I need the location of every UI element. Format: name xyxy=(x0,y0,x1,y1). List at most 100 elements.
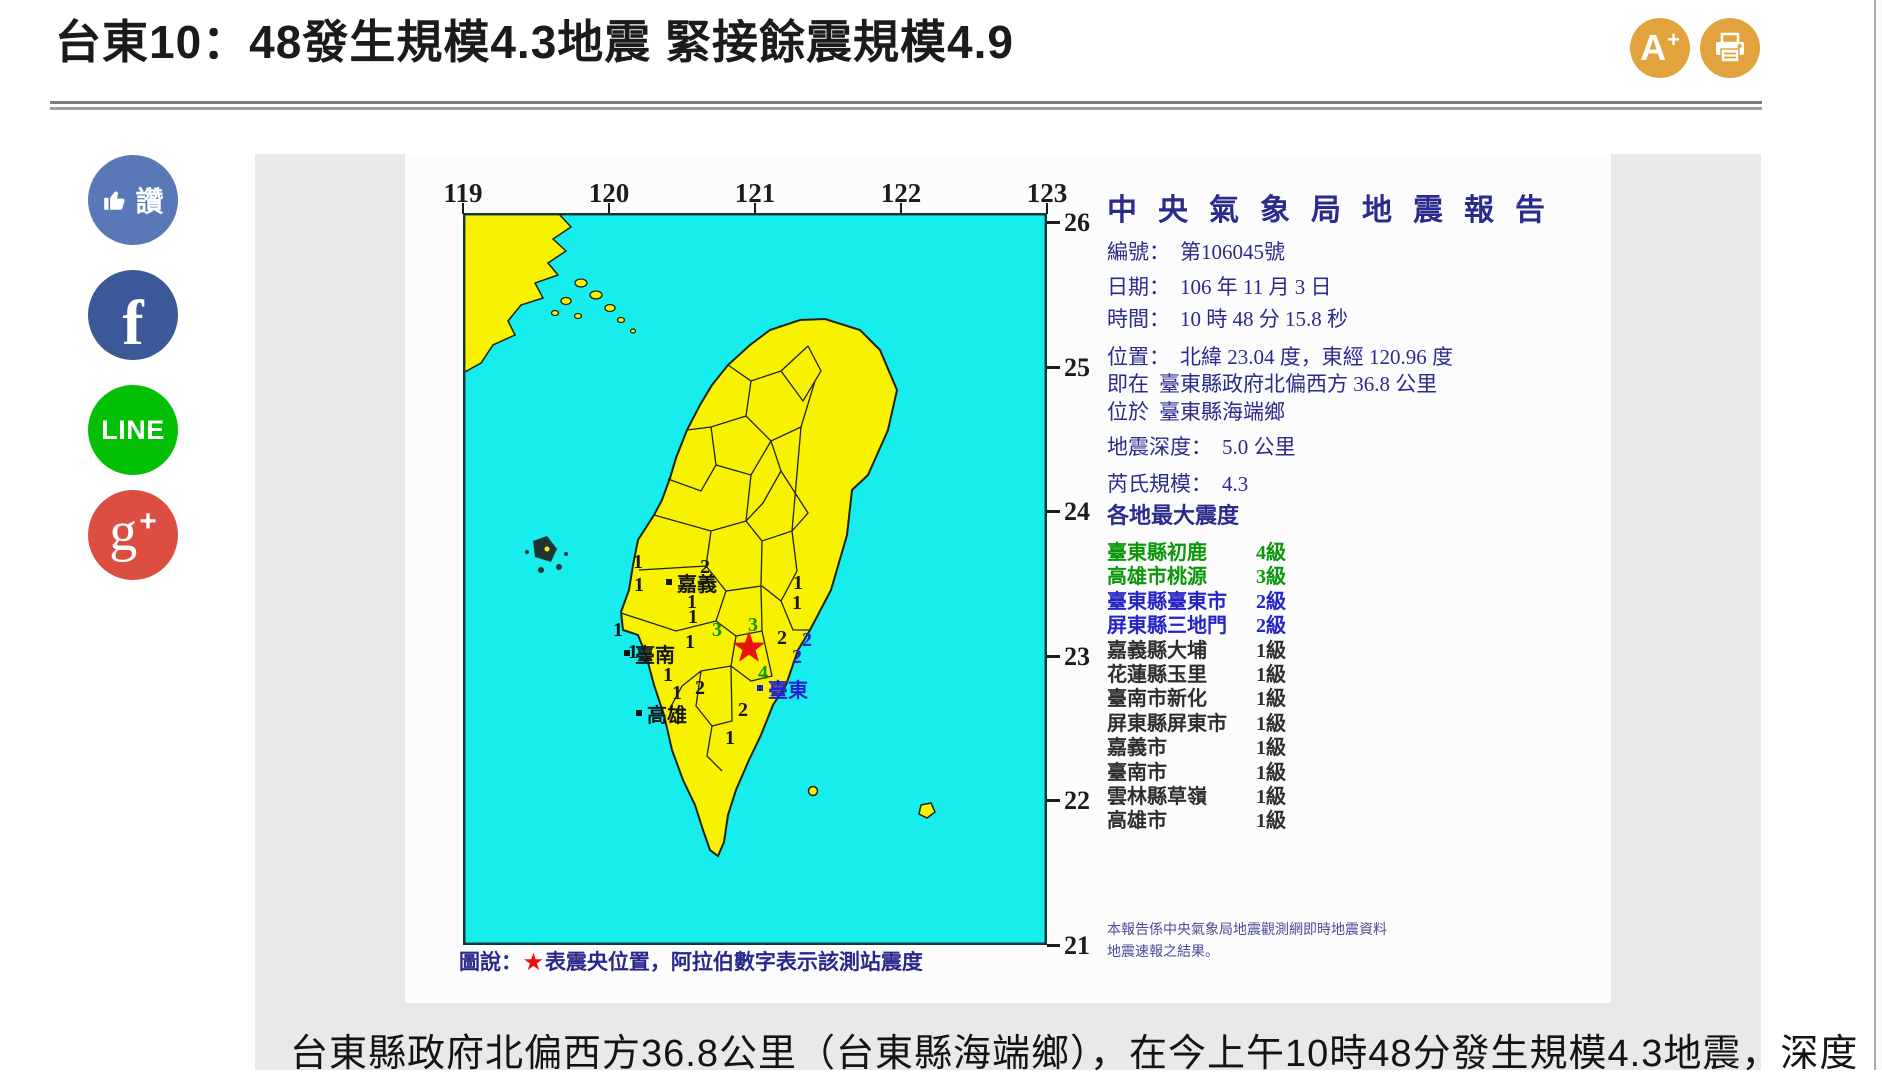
intensity-row: 嘉義縣大埔 1級 xyxy=(1107,634,1427,662)
lat-label-22: 22 xyxy=(1064,786,1090,815)
field-value: 臺東縣海端鄉 xyxy=(1159,400,1285,424)
print-button[interactable] xyxy=(1700,18,1760,78)
station-intensity-number: 3 xyxy=(748,614,758,636)
report-field-time: 時間： 10 時 48 分 15.8 秒 xyxy=(1107,303,1348,333)
intensity-location: 臺東縣臺東市 xyxy=(1107,590,1227,613)
field-value: 10 時 48 分 15.8 秒 xyxy=(1180,307,1348,331)
intensity-level: 1級 xyxy=(1256,737,1286,760)
intensity-level: 4級 xyxy=(1256,542,1286,564)
lon-tick xyxy=(754,203,756,214)
intensity-location: 屏東縣屏東市 xyxy=(1107,712,1227,735)
lat-label-23: 23 xyxy=(1064,642,1090,671)
font-size-plus: + xyxy=(1667,27,1680,52)
report-field-date: 日期： 106 年 11 月 3 日 xyxy=(1107,271,1331,301)
station-intensity-number: 1 xyxy=(792,592,802,614)
intensity-level: 1級 xyxy=(1256,663,1286,686)
intensity-location: 雲林縣草嶺 xyxy=(1107,785,1207,808)
intensity-location: 臺東縣初鹿 xyxy=(1107,542,1207,564)
lat-tick xyxy=(1047,655,1060,658)
epicenter-star-icon: ★ xyxy=(524,950,543,974)
report-footnote: 本報告係中央氣象局地震觀測網即時地震資料 地震速報之結果。 xyxy=(1107,920,1387,964)
lat-tick xyxy=(1047,944,1060,947)
station-intensity-number: 4 xyxy=(758,662,768,684)
taiwan-island-shape xyxy=(619,317,899,858)
lon-tick xyxy=(1046,203,1048,214)
title-separator xyxy=(50,101,1762,110)
googleplus-share-button[interactable]: g + xyxy=(88,490,178,580)
city-marker xyxy=(624,650,630,656)
intensity-row: 屏東縣三地門 2級 xyxy=(1107,609,1427,637)
station-intensity-number: 1 xyxy=(628,641,638,663)
station-intensity-number: 2 xyxy=(802,629,812,651)
intensity-row: 臺南市新化 1級 xyxy=(1107,682,1427,710)
intensity-level: 2級 xyxy=(1256,615,1286,638)
green-island-islet xyxy=(807,785,819,797)
station-intensity-number: 1 xyxy=(663,664,673,686)
field-value: 4.3 xyxy=(1222,472,1249,496)
intensity-location: 嘉義縣大埔 xyxy=(1107,639,1207,662)
field-label: 日期： xyxy=(1107,275,1170,299)
field-value: 北緯 23.04 度，東經 120.96 度 xyxy=(1180,345,1453,369)
intensity-location: 花蓮縣玉里 xyxy=(1107,663,1207,686)
county-borders xyxy=(620,345,822,772)
intensity-level: 1級 xyxy=(1256,688,1286,711)
lon-tick xyxy=(608,203,610,214)
station-intensity-number: 2 xyxy=(738,699,748,721)
earthquake-report-image: 119 120 121 122 123 26 25 24 23 22 21 xyxy=(405,154,1611,1003)
report-field-relative: 即在 臺東縣政府北偏西方 36.8 公里 xyxy=(1107,368,1437,398)
report-field-number: 編號： 第106045號 xyxy=(1107,236,1285,266)
intensity-location: 嘉義市 xyxy=(1107,737,1167,760)
city-marker xyxy=(636,710,642,716)
caption-prefix: 圖說： xyxy=(459,950,522,974)
intensity-level: 1級 xyxy=(1256,810,1286,833)
coastal-islands xyxy=(550,278,637,334)
field-label: 芮氏規模： xyxy=(1107,472,1212,496)
font-size-button[interactable]: A + xyxy=(1630,18,1690,78)
page-title: 台東10：48發生規模4.3地震 緊接餘震規模4.9 xyxy=(55,16,1015,68)
line-share-button[interactable]: LINE xyxy=(88,385,178,475)
lat-tick xyxy=(1047,799,1060,802)
intensity-row: 臺南市 1級 xyxy=(1107,756,1427,784)
field-value: 106 年 11 月 3 日 xyxy=(1180,275,1332,299)
city-label: 高雄 xyxy=(647,703,687,727)
facebook-share-button[interactable]: f xyxy=(88,270,178,360)
font-size-letter: A xyxy=(1640,27,1667,68)
station-intensity-number: 2 xyxy=(792,646,802,668)
intensity-location: 臺南市新化 xyxy=(1107,688,1207,711)
intensity-row: 嘉義市 1級 xyxy=(1107,731,1427,759)
lat-label-25: 25 xyxy=(1064,353,1090,382)
field-label: 位於 xyxy=(1107,400,1149,424)
station-intensity-number: 1 xyxy=(688,606,698,628)
lat-label-21: 21 xyxy=(1064,931,1090,960)
city-label: 臺東 xyxy=(768,679,808,702)
intensity-location: 高雄市 xyxy=(1107,810,1167,833)
report-field-magnitude: 芮氏規模： 4.3 xyxy=(1107,468,1248,498)
station-intensity-number: 3 xyxy=(712,619,722,641)
field-value: 臺東縣政府北偏西方 36.8 公里 xyxy=(1159,372,1438,396)
like-label: 讚 xyxy=(135,186,164,217)
mainland-china-shape xyxy=(463,213,573,374)
report-field-town: 位於 臺東縣海端鄉 xyxy=(1107,396,1285,426)
station-intensity-number: 1 xyxy=(685,631,695,653)
intensity-level: 2級 xyxy=(1256,590,1286,613)
intensity-location: 高雄市桃源 xyxy=(1107,566,1207,589)
scrollbar[interactable] xyxy=(1874,0,1882,1070)
lat-tick xyxy=(1047,221,1060,224)
city-marker xyxy=(757,685,763,691)
field-label: 編號： xyxy=(1107,240,1170,264)
station-intensity-number: 1 xyxy=(633,551,643,573)
intensity-level: 1級 xyxy=(1256,639,1286,662)
station-intensity-number: 1 xyxy=(687,591,697,613)
intensity-location: 臺南市 xyxy=(1107,761,1167,784)
googleplus-g-icon: g xyxy=(109,501,138,563)
station-intensity-number: 2 xyxy=(700,556,710,578)
station-intensity-number: 2 xyxy=(695,677,705,699)
facebook-like-button[interactable]: 讚 xyxy=(88,155,178,245)
station-intensity-number: 1 xyxy=(793,572,803,594)
lat-tick xyxy=(1047,510,1060,513)
station-intensity-number: 1 xyxy=(672,682,682,704)
intensity-row: 臺東縣初鹿 4級 xyxy=(1107,536,1427,564)
